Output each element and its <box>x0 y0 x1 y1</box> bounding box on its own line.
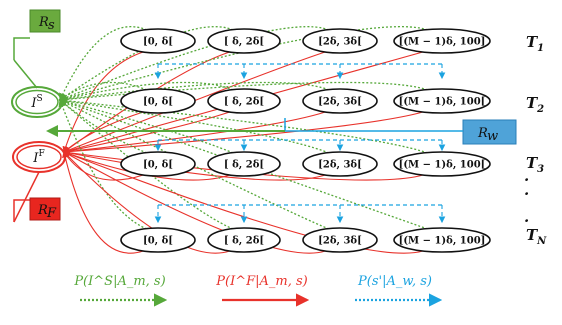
transition-edge <box>58 99 330 230</box>
state-node: [2δ, 3δ[ <box>302 28 378 54</box>
reward-success: R s <box>13 9 61 89</box>
svg-text:R: R <box>477 126 488 141</box>
transition-edges <box>58 26 446 254</box>
state-node: [2δ, 3δ[ <box>302 88 378 114</box>
ellipsis-dot-3: . <box>524 208 529 226</box>
state-node: [ δ, 2δ[ <box>207 88 281 114</box>
svg-text:[ δ, 2δ[: [ δ, 2δ[ <box>224 236 264 247</box>
state-node: [0, δ[ <box>120 227 196 253</box>
svg-text:[(M − 1)δ, 100[: [(M − 1)δ, 100[ <box>399 160 486 171</box>
state-node: [2δ, 3δ[ <box>302 151 378 177</box>
svg-text:R: R <box>38 15 49 30</box>
svg-text:P(s'|A_w, s): P(s'|A_w, s) <box>357 274 432 289</box>
transition-edge <box>59 99 234 230</box>
svg-text:[ δ, 2δ[: [ δ, 2δ[ <box>224 37 264 48</box>
transition-edge <box>58 81 148 101</box>
legend-entry: P(s'|A_w, s) <box>355 274 443 307</box>
transition-edge <box>63 51 230 153</box>
success-state: IS <box>11 86 63 118</box>
svg-text:[2δ, 3δ[: [2δ, 3δ[ <box>318 97 362 108</box>
svg-text:IS: IS <box>30 94 42 111</box>
svg-text:[ δ, 2δ[: [ δ, 2δ[ <box>224 97 264 108</box>
success-state-label: I <box>30 96 37 111</box>
state-node: [ δ, 2δ[ <box>207 227 281 253</box>
svg-text:w: w <box>487 129 498 144</box>
svg-text:[0, δ[: [0, δ[ <box>143 37 173 48</box>
state-node: [(M − 1)δ, 100] <box>393 227 491 253</box>
svg-text:[ δ, 2δ[: [ δ, 2δ[ <box>224 160 264 171</box>
svg-text:[0, δ[: [0, δ[ <box>143 160 173 171</box>
ellipsis-dot-2: . <box>524 181 529 199</box>
svg-text:TN: TN <box>526 226 547 247</box>
transition-edge <box>62 150 423 254</box>
svg-text:[(M − 1)δ, 100[: [(M − 1)δ, 100[ <box>399 97 486 108</box>
legend-entry: P(I^S|A_m, s) <box>73 274 168 307</box>
svg-text:[0, δ[: [0, δ[ <box>143 97 173 108</box>
failure-state-label: I <box>32 151 39 166</box>
svg-text:[2δ, 3δ[: [2δ, 3δ[ <box>318 160 362 171</box>
svg-text:F: F <box>46 206 57 221</box>
svg-text:T2: T2 <box>526 94 544 115</box>
reward-failure: R F <box>13 171 61 223</box>
svg-text:P(I^S|A_m, s): P(I^S|A_m, s) <box>73 274 165 289</box>
svg-text:[(M − 1)δ, 100]: [(M − 1)δ, 100] <box>399 37 486 48</box>
state-node: [0, δ[ <box>120 28 196 54</box>
state-node: [0, δ[ <box>120 151 196 177</box>
svg-text:T1: T1 <box>526 33 544 54</box>
svg-text:s: s <box>48 18 55 33</box>
state-node: [(M − 1)δ, 100[ <box>393 88 491 114</box>
state-node: [(M − 1)δ, 100[ <box>393 151 491 177</box>
svg-text:[(M − 1)δ, 100]: [(M − 1)δ, 100] <box>399 236 486 247</box>
state-node: [0, δ[ <box>120 88 196 114</box>
ellipsis-dot-1: . <box>524 167 529 185</box>
transition-edge <box>58 81 330 104</box>
legend: P(I^S|A_m, s) P(I^F|A_m, s) P(s'|A_w, s) <box>73 274 443 307</box>
state-node: [ δ, 2δ[ <box>207 28 281 54</box>
reward-wait: R w <box>46 118 517 145</box>
transition-edge <box>62 150 144 254</box>
transition-edge <box>62 150 230 181</box>
transition-edge <box>58 26 234 101</box>
legend-entry: P(I^F|A_m, s) <box>215 274 310 307</box>
state-node: [2δ, 3δ[ <box>302 227 378 253</box>
svg-text:R: R <box>37 203 48 218</box>
state-nodes: [0, δ[ [ δ, 2δ[ [2δ, 3δ[ [(M − 1)δ, 100] [0,… <box>120 28 491 253</box>
svg-text:[2δ, 3δ[: [2δ, 3δ[ <box>318 37 362 48</box>
transition-edge <box>58 81 234 103</box>
transition-edge <box>58 98 148 230</box>
state-node: [ δ, 2δ[ <box>207 151 281 177</box>
transition-edge <box>58 98 428 230</box>
tier-labels: T1 T2 T3 . . . TN <box>524 33 547 247</box>
svg-text:P(I^F|A_m, s): P(I^F|A_m, s) <box>215 274 307 289</box>
state-node: [(M − 1)δ, 100] <box>393 28 491 54</box>
svg-text:[0, δ[: [0, δ[ <box>143 236 173 247</box>
failure-state: IF <box>12 141 66 173</box>
svg-text:IF: IF <box>32 149 44 166</box>
svg-text:[2δ, 3δ[: [2δ, 3δ[ <box>318 236 362 247</box>
